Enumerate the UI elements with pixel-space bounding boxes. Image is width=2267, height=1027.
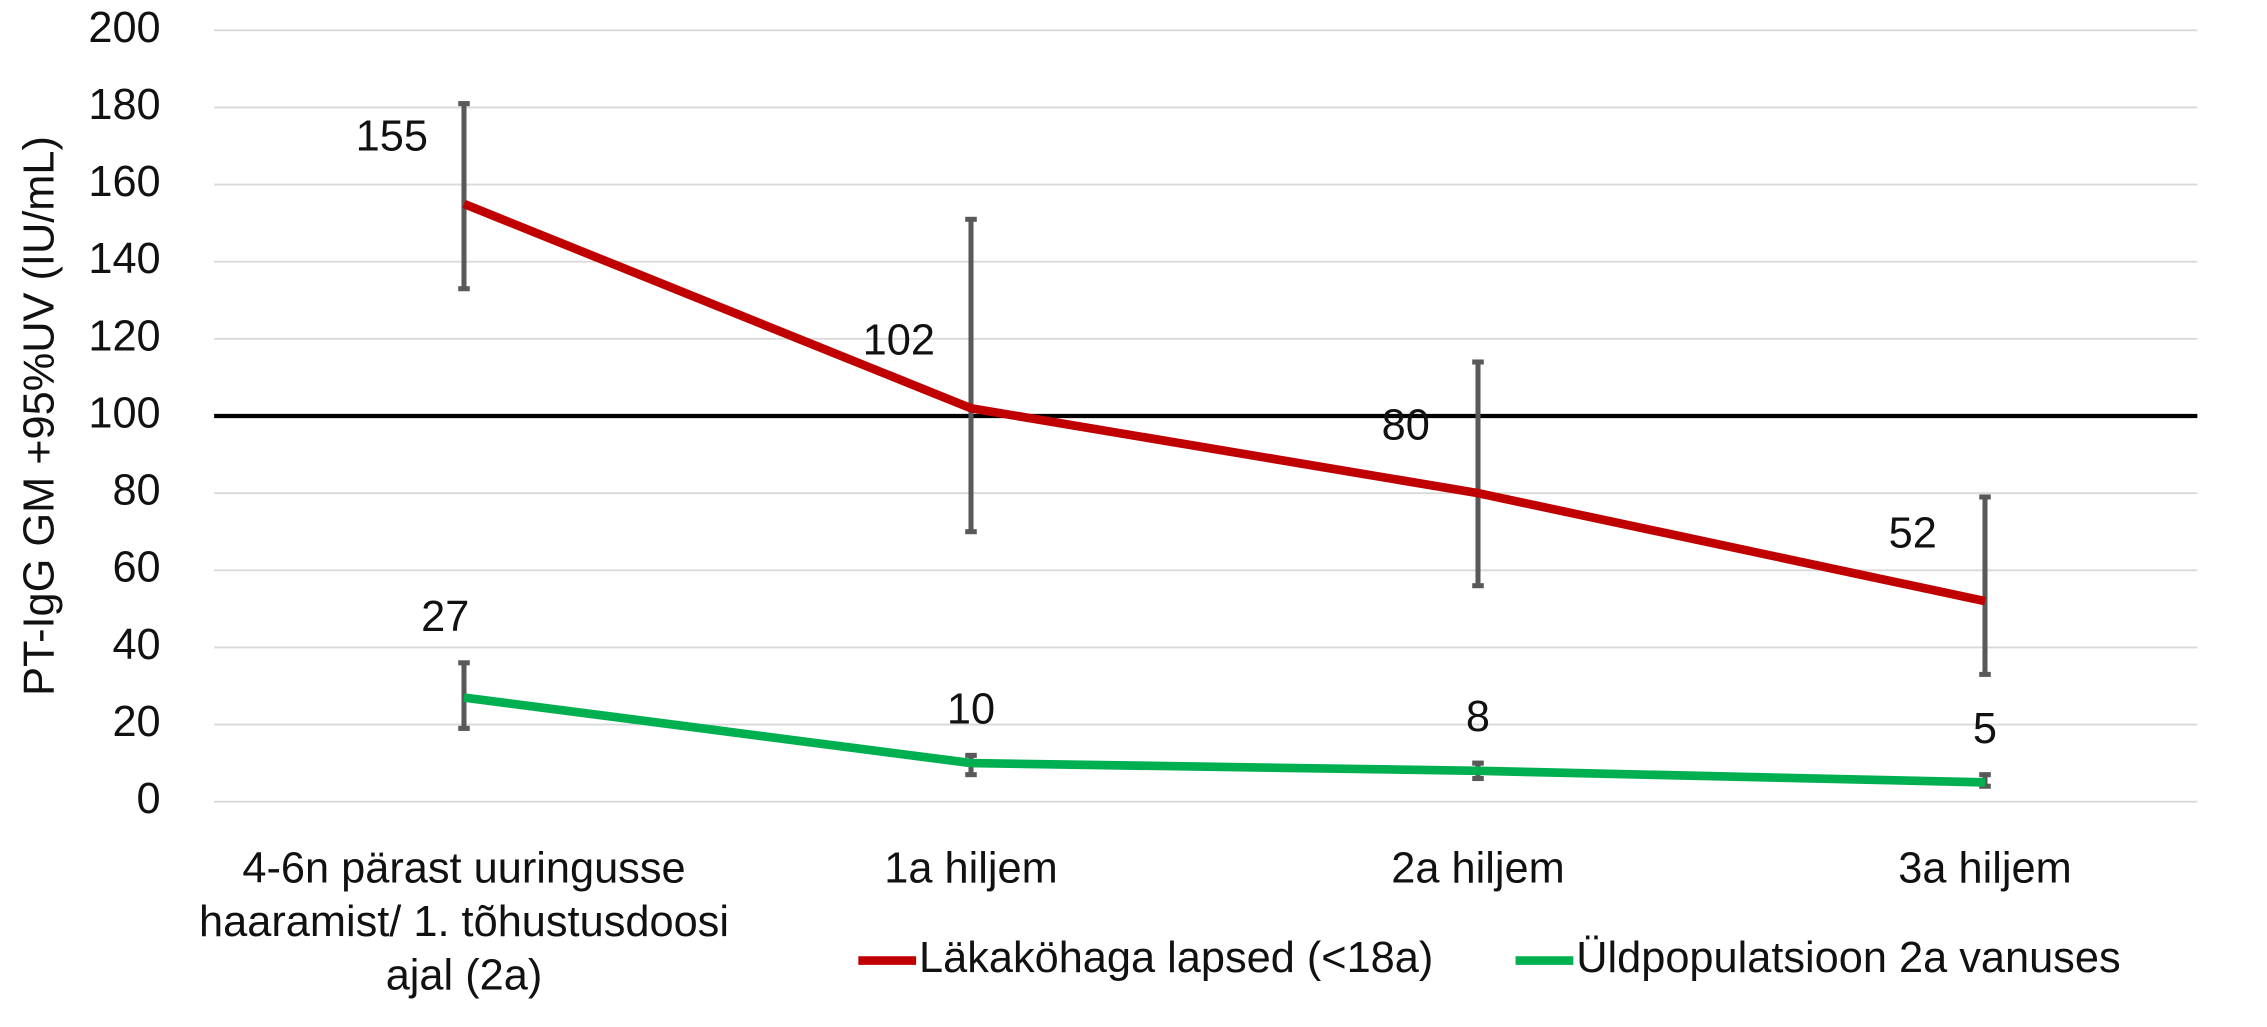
y-tick-label: 60 [112, 544, 160, 592]
x-tick-label: 2a hiljem [1391, 845, 1565, 893]
error-bar [1979, 494, 1991, 677]
y-tick-label: 20 [112, 698, 160, 746]
data-label: 5 [1973, 705, 1997, 753]
y-tick-label: 180 [88, 81, 160, 129]
series-line [462, 199, 1986, 606]
x-tick-label: 3a hiljem [1898, 845, 2072, 893]
series-line [463, 693, 1986, 787]
data-label: 52 [1889, 510, 1937, 558]
y-tick-label: 100 [88, 389, 160, 437]
x-tick-label: 4-6n pärast uuringusse haaramist/ 1. tõh… [199, 845, 729, 1000]
y-tick-label: 140 [88, 235, 160, 283]
data-label: 102 [863, 317, 935, 365]
y-tick-label: 80 [112, 467, 160, 515]
error-bar [965, 216, 977, 535]
x-tick-label-box: 2a hiljem [1391, 845, 1565, 893]
data-label: 10 [947, 686, 995, 734]
error-bar [458, 660, 470, 731]
data-label: 155 [356, 112, 428, 160]
y-tick-label: 200 [88, 4, 160, 52]
x-tick-label-box: 4-6n pärast uuringusse haaramist/ 1. tõh… [199, 845, 729, 1000]
y-tick-label: 120 [88, 312, 160, 360]
error-bar [1472, 359, 1484, 589]
data-label: 80 [1382, 402, 1430, 450]
error-bar [458, 101, 470, 292]
y-axis-label: PT-IgG GM +95%UV (IU/mL) [16, 136, 64, 696]
legend-label: Läkaköhaga lapsed (<18a) [919, 934, 1433, 982]
y-tick-label: 160 [88, 158, 160, 206]
data-label: 27 [421, 593, 469, 641]
x-tick-label-box: 3a hiljem [1898, 845, 2072, 893]
x-tick-label-box: 1a hiljem [884, 845, 1058, 893]
y-tick-label: 0 [137, 775, 161, 823]
legend-label: Üldpopulatsioon 2a vanuses [1576, 934, 2120, 982]
data-label: 8 [1466, 693, 1490, 741]
x-tick-label: 1a hiljem [884, 845, 1058, 893]
y-tick-label: 40 [112, 621, 160, 669]
